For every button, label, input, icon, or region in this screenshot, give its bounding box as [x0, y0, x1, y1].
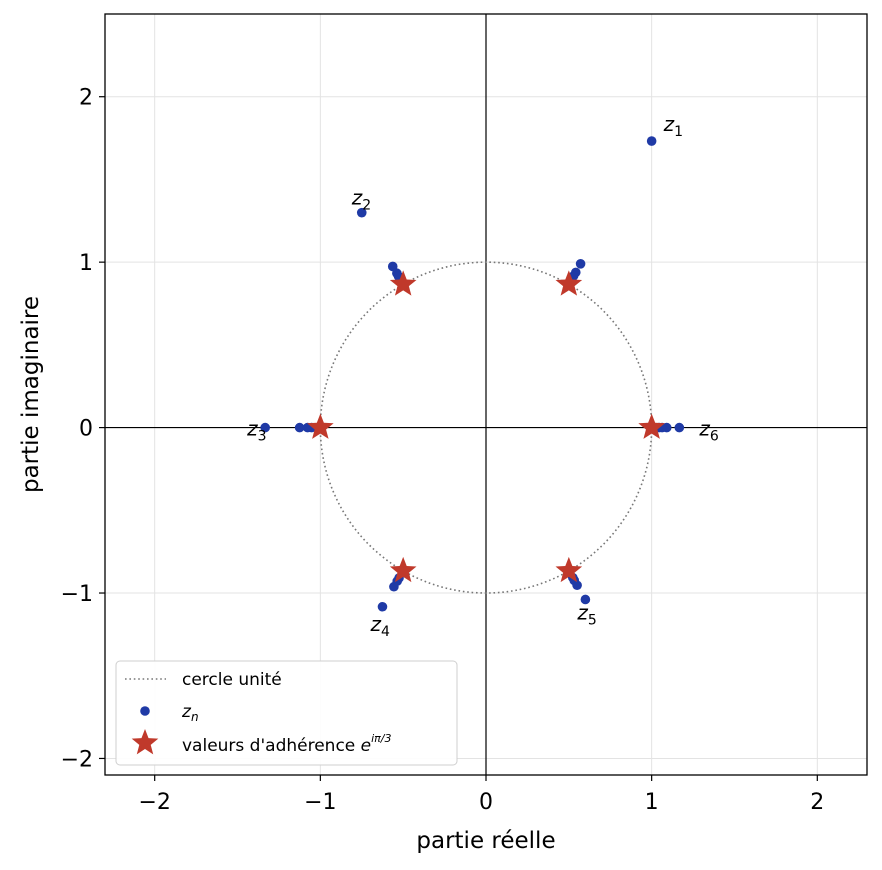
- adherence-star: [307, 413, 334, 439]
- data-point: [294, 422, 305, 433]
- data-point: [356, 207, 367, 218]
- point-annotation: z3: [246, 417, 266, 445]
- legend: cercle unité zn valeurs d'adhérence eiπ/3: [115, 660, 458, 766]
- data-point: [580, 594, 591, 605]
- zero-axes: [105, 14, 867, 775]
- y-tick-label: 0: [79, 417, 93, 442]
- x-tick-label: −1: [304, 790, 336, 815]
- x-axis-title: partie réelle: [416, 828, 555, 854]
- data-point: [646, 136, 657, 146]
- y-tick-label: 1: [79, 251, 93, 276]
- y-tick-label: −1: [61, 582, 93, 607]
- adherence-star: [389, 556, 417, 583]
- legend-box: [115, 660, 458, 766]
- adherence-star: [555, 556, 583, 583]
- legend-marker-dot: [140, 706, 150, 716]
- x-tick-label: −2: [138, 790, 170, 815]
- point-annotation: z4: [369, 612, 390, 640]
- legend-label: cercle unité: [182, 670, 282, 690]
- y-axis-title: partie imaginaire: [18, 296, 44, 493]
- annotations-layer: z1 z2 z3 z4 z5 z6: [246, 112, 719, 640]
- adherence-star: [389, 270, 417, 296]
- data-point: [674, 422, 685, 433]
- point-annotation: z2: [351, 186, 371, 214]
- point-annotation: z6: [698, 417, 719, 445]
- y-tick-label: −2: [61, 747, 93, 772]
- points-layer: [260, 136, 685, 612]
- ticks-layer: −2 −1 0 1 2 −2 −1 0 1 2: [61, 86, 825, 815]
- legend-label: valeurs d'adhérence eiπ/3: [182, 732, 392, 756]
- legend-marker-star: [131, 729, 159, 755]
- legend-label: zn: [181, 702, 199, 724]
- stars-layer: [307, 270, 665, 583]
- point-annotation: z5: [576, 600, 596, 628]
- data-point: [575, 259, 586, 269]
- adherence-star: [555, 270, 583, 296]
- x-tick-label: 0: [479, 790, 493, 815]
- y-tick-label: 2: [79, 86, 93, 111]
- x-tick-label: 1: [645, 790, 659, 815]
- data-point: [260, 422, 270, 433]
- adherence-star: [638, 413, 665, 439]
- point-annotation: z1: [663, 112, 683, 140]
- x-tick-label: 2: [810, 790, 824, 815]
- data-point: [377, 601, 388, 612]
